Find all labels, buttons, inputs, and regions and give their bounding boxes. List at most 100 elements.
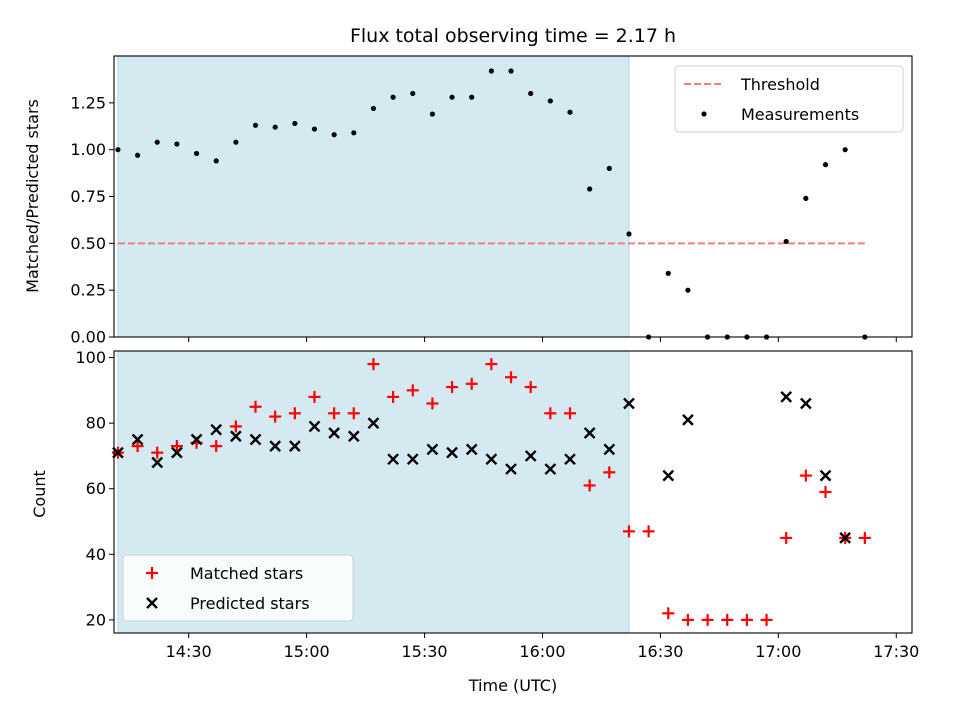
data-marker: [799, 469, 812, 482]
data-marker: [760, 613, 773, 626]
series-predicted-stars: [112, 391, 852, 544]
data-marker: [524, 450, 537, 462]
data-point: [606, 165, 612, 171]
data-marker: [367, 417, 380, 429]
data-point: [390, 94, 396, 100]
data-marker: [465, 443, 478, 456]
x-stroke-b: [190, 433, 203, 446]
data-marker: [485, 358, 498, 371]
x-stroke-b: [564, 453, 576, 466]
data-marker: [544, 407, 557, 420]
data-marker: [701, 613, 714, 626]
y-tick-label: 0.25: [70, 281, 106, 300]
x-stroke-b: [426, 443, 439, 456]
x-stroke-b: [839, 532, 852, 544]
data-point: [174, 141, 180, 147]
axes-frame: [113, 350, 913, 634]
x-stroke-b: [171, 446, 183, 459]
data-point: [626, 231, 632, 237]
y-tick-label: 100: [75, 348, 106, 367]
data-marker: [190, 433, 203, 446]
count-panel: 20 40 60 80 100 14:30 15:00 15:30 16:00 16:30 17:0…: [75, 348, 919, 661]
data-marker: [780, 391, 793, 403]
x-stroke-b: [112, 446, 124, 459]
legend: Threshold Measurements: [674, 65, 904, 133]
x-stroke-b: [328, 427, 340, 439]
data-marker: [446, 381, 459, 394]
x-stroke-b: [485, 453, 498, 466]
data-point: [547, 98, 553, 104]
data-point: [134, 152, 141, 158]
data-point: [429, 111, 436, 117]
data-marker: [249, 400, 262, 413]
data-marker: [564, 407, 576, 420]
data-marker: [229, 420, 242, 433]
data-point: [213, 158, 219, 164]
data-marker: [583, 427, 596, 439]
y-tick-label: 0.75: [70, 187, 106, 206]
data-marker: [131, 433, 144, 446]
data-point: [233, 139, 239, 145]
data-marker: [171, 446, 183, 459]
data-marker: [603, 466, 616, 479]
data-point: [783, 238, 789, 245]
x-stroke-b: [367, 417, 380, 429]
x-axis-label: Time (UTC): [468, 676, 557, 695]
data-marker: [210, 423, 223, 436]
data-marker: [800, 397, 812, 410]
data-point: [587, 186, 593, 192]
data-marker: [151, 446, 164, 459]
data-marker: [387, 453, 399, 466]
x-stroke-b: [623, 397, 635, 410]
data-marker: [485, 453, 498, 466]
y-tick-label: 80: [86, 414, 106, 433]
data-marker: [426, 443, 439, 456]
x-stroke-b: [780, 391, 793, 403]
x-stroke-b: [387, 453, 399, 466]
x-stroke-b: [146, 597, 158, 609]
x-tick-label: 15:30: [401, 642, 447, 661]
x-stroke-b: [465, 443, 478, 456]
data-point: [665, 270, 671, 276]
x-stroke-b: [406, 453, 419, 466]
legend-box: [122, 554, 354, 622]
data-point: [567, 109, 573, 115]
data-marker: [288, 440, 301, 452]
x-stroke-b: [308, 420, 321, 433]
data-point: [488, 68, 494, 74]
data-marker: [662, 469, 675, 482]
x-tick-label: 17:00: [755, 642, 801, 661]
data-marker: [367, 358, 380, 371]
data-marker: [740, 613, 753, 626]
y-tick-label: 1.00: [70, 140, 106, 159]
data-marker: [505, 371, 518, 384]
data-marker: [387, 390, 400, 403]
data-point: [803, 195, 809, 201]
data-marker: [151, 456, 164, 469]
data-marker: [230, 430, 242, 443]
ratio-panel: 0.00 0.25 0.50 0.75 1.00 1.25 Threshold Measure…: [70, 55, 913, 347]
data-point: [508, 68, 514, 74]
data-marker: [131, 440, 144, 453]
x-stroke-b: [819, 469, 832, 482]
legend-label: Predicted stars: [190, 594, 310, 613]
data-marker: [328, 407, 341, 420]
x-stroke-b: [800, 397, 812, 410]
x-tick-label: 17:30: [873, 642, 919, 661]
x-stroke-b: [662, 469, 675, 482]
data-marker: [406, 453, 419, 466]
data-point: [292, 120, 298, 127]
data-point: [822, 162, 829, 168]
data-marker: [642, 525, 655, 538]
x-stroke-b: [446, 446, 458, 459]
data-marker: [426, 397, 439, 410]
x-stroke-b: [151, 456, 164, 469]
data-marker: [112, 446, 124, 459]
data-marker: [308, 420, 321, 433]
data-marker: [662, 607, 675, 620]
x-tick-label: 16:00: [519, 642, 565, 661]
data-marker: [839, 532, 852, 544]
x-tick-label: 15:00: [284, 642, 330, 661]
data-marker: [308, 390, 321, 403]
data-point: [351, 130, 357, 136]
